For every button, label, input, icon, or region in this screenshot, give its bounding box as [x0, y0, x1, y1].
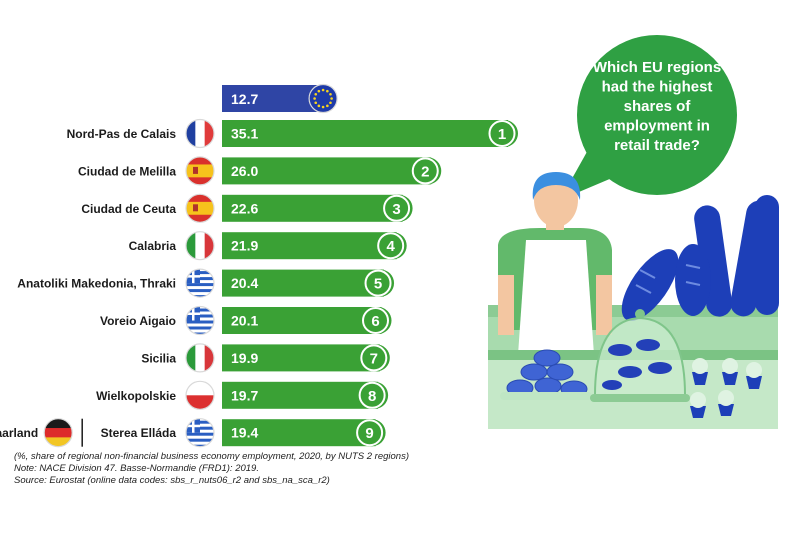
flag-icon-it: [185, 343, 215, 373]
flag-icon-es: [185, 156, 215, 186]
bar: [222, 232, 397, 260]
rank-badge: [377, 232, 405, 260]
eu-flag-icon: [308, 83, 338, 114]
region-label: Sterea Elláda: [101, 426, 177, 440]
value-label: 26.0: [231, 163, 258, 179]
region-label: Ciudad de Ceuta: [81, 202, 176, 216]
value-label: 20.1: [231, 313, 258, 329]
bar: [222, 269, 385, 297]
footnote-unit: (%, share of regional non-financial busi…: [14, 451, 409, 462]
rank-badge: [411, 157, 439, 185]
bar: [222, 307, 382, 334]
bar-row: 19.7 8 Wielkopolskie: [96, 380, 389, 410]
rank-badge: [383, 194, 411, 222]
bar: [222, 381, 379, 409]
flag-icon-it: [185, 231, 215, 261]
region-label: Anatoliki Makedonia, Thraki: [17, 277, 176, 291]
flag-icon-gr: [185, 305, 215, 336]
footnote-source: Source: Eurostat (online data codes: sbs…: [14, 475, 330, 486]
flag-icon-de: [43, 418, 73, 448]
rank-number: 3: [392, 201, 400, 218]
value-label: 19.7: [231, 387, 258, 403]
bar-row: 26.0 2 Ciudad de Melilla: [78, 156, 442, 186]
bar: [222, 120, 508, 147]
flag-icon-pl: [185, 380, 215, 410]
tied-region-label: Saarland: [0, 426, 38, 440]
region-label: Ciudad de Melilla: [78, 164, 176, 178]
region-label: Nord-Pas de Calais: [67, 127, 177, 141]
value-label: 35.1: [231, 126, 258, 142]
bubble-question: Which EU regions had the highest shares of…: [593, 59, 721, 154]
flag-icon-gr: [185, 268, 215, 298]
flag-icon-fr: [185, 118, 215, 149]
bar-row: 22.6 3 Ciudad de Ceuta: [81, 193, 413, 223]
rank-number: 1: [498, 126, 506, 143]
value-label: 19.4: [231, 425, 258, 441]
rank-number: 6: [371, 313, 379, 330]
eu-value-label: 12.7: [231, 91, 258, 107]
bar-row: 35.1 1 Nord-Pas de Calais: [67, 118, 518, 149]
region-label: Sicilia: [141, 351, 176, 365]
rank-badge: [364, 269, 392, 297]
rank-badge: [488, 120, 516, 147]
value-label: 22.6: [231, 200, 258, 216]
footnotes: (%, share of regional non-financial busi…: [14, 451, 409, 487]
region-label: Voreio Aigaio: [100, 314, 176, 328]
bar: [222, 419, 376, 447]
rank-number: 2: [421, 163, 429, 180]
bar-row: 20.1 6 Voreio Aigaio: [100, 305, 392, 336]
bar-row: 19.9 7 Sicilia: [141, 343, 390, 373]
bars-group: 35.1 1 Nord-Pas de Calais 26.0 2 Ciudad de Me…: [0, 118, 518, 448]
flag-icon-gr: [185, 418, 215, 448]
value-label: 21.9: [231, 238, 258, 254]
bar: [222, 157, 432, 185]
bar-row: 19.4 9 Sterea Elláda Saarland: [0, 418, 386, 448]
speech-bubble: Which EU regions had the highest shares of…: [560, 35, 737, 200]
region-label: Calabria: [129, 239, 177, 253]
value-label: 19.9: [231, 350, 258, 366]
rank-number: 5: [374, 276, 382, 293]
bar-row: 20.4 5 Anatoliki Makedonia, Thraki: [17, 268, 395, 298]
rank-number: 7: [370, 350, 378, 367]
rank-badge: [356, 419, 384, 447]
shop-illustration: Which EU regions had the highest shares of…: [488, 35, 779, 429]
shopkeeper-figure: [498, 172, 612, 355]
rank-badge: [360, 344, 388, 372]
bar: [222, 344, 380, 372]
rank-number: 9: [365, 425, 373, 442]
eu-bar-group: 12.7: [222, 83, 338, 114]
bar-row: 21.9 4 Calabria: [129, 231, 407, 261]
rank-badge: [362, 307, 390, 334]
rank-badge: [358, 381, 386, 409]
flag-icon-es: [185, 193, 215, 223]
value-label: 20.4: [231, 275, 258, 291]
region-label: Wielkopolskie: [96, 389, 176, 403]
rank-number: 4: [387, 238, 396, 255]
footnote-note: Note: NACE Division 47. Basse-Normandie …: [14, 463, 259, 474]
rank-number: 8: [368, 388, 376, 405]
bar: [222, 194, 403, 222]
